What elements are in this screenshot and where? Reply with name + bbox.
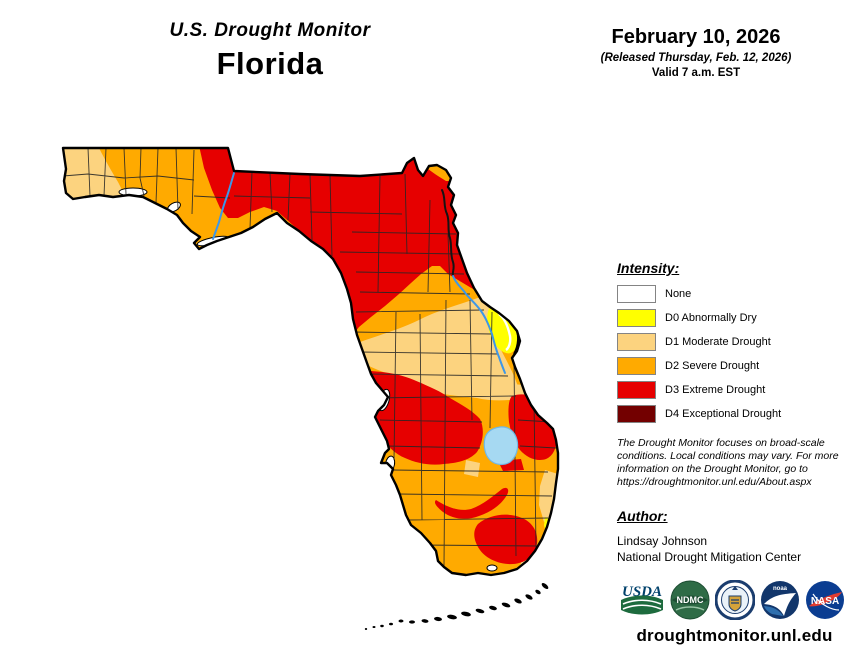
swatch-none [617,284,656,303]
author-name: Lindsay Johnson [617,534,708,548]
legend-item-d2: D2 Severe Drought [617,356,852,375]
swatch-d2 [617,356,656,375]
legend: Intensity: None D0 Abnormally Dry D1 Mod… [617,260,852,429]
region-title: Florida [216,46,324,81]
swatch-d0 [617,308,656,327]
release-date: (Released Thursday, Feb. 12, 2026) [600,52,792,64]
st-johns-river-upper [441,189,455,277]
apalachicola-river [212,172,235,240]
svg-text:USDA: USDA [622,584,662,600]
legend-item-d4: D4 Exceptional Drought [617,404,852,423]
county-boundaries [63,148,557,567]
author-heading: Author: [617,508,668,524]
disclaimer-text: The Drought Monitor focuses on broad-sca… [617,437,839,488]
title-block: U.S. Drought Monitor Florida [110,20,430,82]
legend-item-d1: D1 Moderate Drought [617,332,852,351]
lake-okeechobee [483,426,519,466]
svg-text:NASA: NASA [811,596,839,607]
swatch-d3 [617,380,656,399]
indian-river-lagoon [498,313,512,351]
commerce-seal-logo [715,580,755,620]
author-organization: National Drought Mitigation Center [617,550,802,564]
usda-logo: USDA [621,584,663,615]
florida-keys [364,583,549,630]
svg-text:noaa: noaa [773,586,788,592]
legend-item-d0: D0 Abnormally Dry [617,308,852,327]
agency-logos: USDA NDMC noaa NASA [619,580,859,620]
noaa-logo: noaa [761,581,799,619]
site-url: droughtmonitor.unl.edu [636,626,833,645]
date-block: February 10, 2026 (Released Thursday, Fe… [572,26,820,79]
legend-item-d3: D3 Extreme Drought [617,380,852,399]
nasa-logo: NASA [806,581,844,619]
swatch-d4 [617,404,656,423]
legend-title: Intensity: [617,260,680,276]
swatch-d1 [617,332,656,351]
florida-outline [61,146,560,577]
ndmc-logo: NDMC [670,580,710,620]
svg-text:NDMC: NDMC [677,595,704,605]
author-block: Author: Lindsay Johnson National Drought… [617,508,855,565]
map-date: February 10, 2026 [611,26,781,48]
valid-time: Valid 7 a.m. EST [651,67,741,79]
st-johns-river [452,275,506,374]
page-title: U.S. Drought Monitor [169,20,371,41]
legend-item-none: None [617,284,852,303]
